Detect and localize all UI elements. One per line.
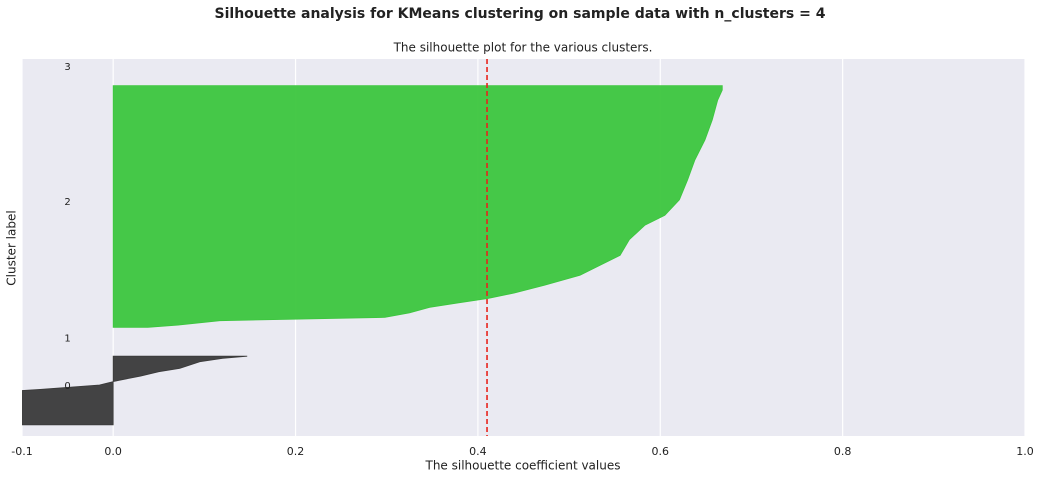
cluster-label: 0 xyxy=(64,381,70,392)
x-tick-label: 0.6 xyxy=(652,445,670,458)
x-tick-label: 0.4 xyxy=(469,445,487,458)
cluster-label: 1 xyxy=(64,333,70,344)
x-tick-label: 0.0 xyxy=(104,445,122,458)
y-axis-label: Cluster label xyxy=(5,210,19,285)
x-tick-label: -0.1 xyxy=(11,445,32,458)
silhouette-area xyxy=(22,355,248,426)
cluster-label: 3 xyxy=(64,62,70,73)
x-tick-label: 1.0 xyxy=(1016,445,1034,458)
x-axis-label: The silhouette coefficient values xyxy=(425,459,621,473)
x-tick-label: 0.2 xyxy=(287,445,305,458)
cluster-label: 2 xyxy=(64,197,70,208)
axes-title: The silhouette plot for the various clus… xyxy=(393,41,653,55)
suptitle: Silhouette analysis for KMeans clusterin… xyxy=(215,6,826,22)
silhouette-area xyxy=(112,85,723,328)
x-tick-label: 0.8 xyxy=(834,445,852,458)
areas xyxy=(22,85,723,426)
